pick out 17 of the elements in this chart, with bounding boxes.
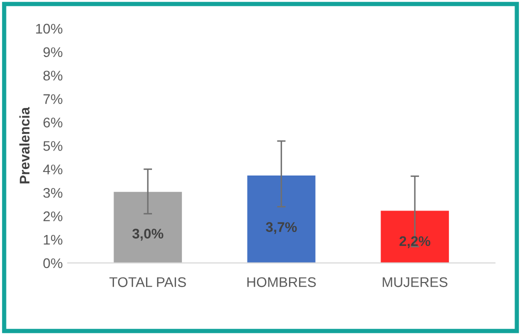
y-tick-label: 7% [44, 94, 62, 104]
y-tick-label: 0% [43, 258, 62, 268]
y-axis-title: Prevalencia [19, 107, 30, 184]
x-tick-label: MUJERES [382, 277, 448, 288]
x-tick-label: HOMBRES [247, 277, 316, 288]
y-tick-label: 4% [43, 164, 62, 174]
y-tick-label: 6% [44, 118, 62, 128]
x-tick-label: TOTAL PAIS [109, 277, 186, 288]
y-tick-label: 5% [43, 141, 62, 151]
y-tick-label: 8% [43, 70, 62, 81]
data-label: 3,0% [132, 228, 164, 241]
y-tick-label: 1% [44, 234, 62, 245]
data-label: 3,7% [266, 222, 297, 234]
y-tick-label: 10% [36, 24, 62, 34]
y-tick-label: 9% [43, 47, 62, 58]
y-tick-label: 3% [43, 188, 62, 198]
y-tick-label: 2% [43, 211, 62, 222]
